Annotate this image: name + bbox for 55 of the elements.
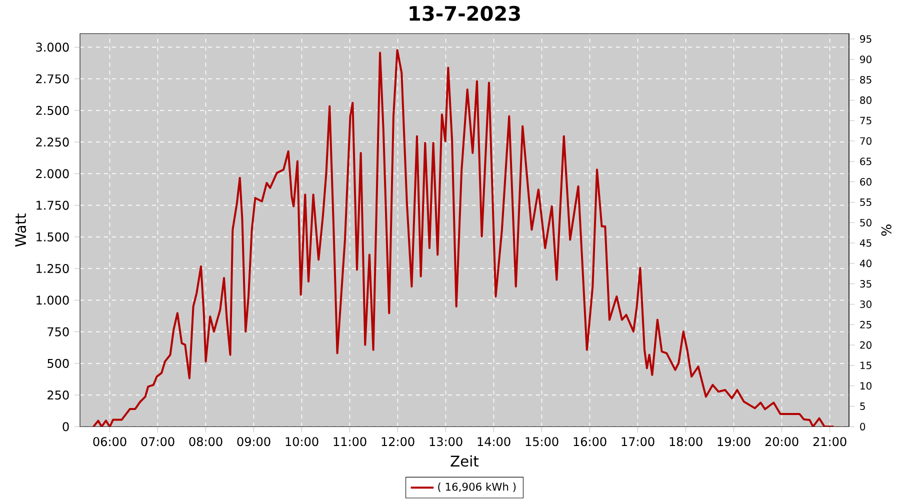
y2-tick-label: 75 — [860, 116, 872, 124]
y2-tick-label: 30 — [860, 300, 872, 308]
y2-tick-label: 70 — [860, 137, 872, 145]
y-tick-label: 500 — [48, 358, 69, 368]
x-tick-label: 18:00 — [670, 437, 702, 446]
y2-tick-label: 10 — [860, 382, 872, 390]
line-series — [92, 49, 835, 427]
x-tick-label: 12:00 — [382, 437, 414, 446]
x-tick-label: 07:00 — [141, 437, 174, 446]
x-axis-title: Zeit — [450, 455, 479, 467]
y2-axis-title: % — [881, 224, 892, 236]
y2-tick-label: 20 — [860, 341, 872, 349]
x-tick-label: 14:00 — [478, 437, 510, 446]
y2-tick-label: 50 — [860, 218, 872, 226]
y-tick-label: 1.250 — [36, 264, 69, 274]
x-tick-label: 17:00 — [622, 437, 654, 446]
y2-tick-label: 65 — [860, 158, 872, 166]
y2-tick-label: 55 — [860, 198, 872, 206]
y-tick-label: 2.000 — [36, 169, 69, 178]
y2-tick-label: 60 — [860, 178, 872, 186]
y2-tick-label: 45 — [860, 239, 872, 247]
x-tick-label: 13:00 — [430, 437, 462, 446]
y2-tick-label: 40 — [860, 260, 872, 268]
y-tick-label: 2.750 — [36, 74, 69, 84]
y2-tick-label: 0 — [860, 422, 866, 430]
y2-tick-label: 95 — [860, 35, 872, 43]
y2-tick-label: 15 — [860, 362, 872, 370]
y2-tick-label: 90 — [860, 56, 872, 64]
y-tick-label: 2.500 — [36, 106, 69, 115]
y-tick-label: 1.500 — [36, 232, 69, 242]
y2-tick-label: 5 — [860, 402, 865, 410]
y-tick-label: 2.250 — [36, 138, 69, 147]
y-tick-label: 250 — [48, 390, 69, 400]
x-tick-label: 06:00 — [93, 437, 126, 446]
chart-title: 13-7-2023 — [410, 6, 520, 21]
x-tick-label: 20:00 — [765, 437, 798, 446]
y2-tick-label: 85 — [860, 76, 872, 84]
x-tick-label: 10:00 — [286, 437, 318, 446]
y2-tick-label: 80 — [860, 96, 872, 104]
x-tick-label: 19:00 — [718, 437, 750, 446]
x-tick-label: 16:00 — [574, 437, 606, 446]
y-tick-label: 1.750 — [36, 200, 69, 210]
y2-tick-label: 25 — [860, 320, 872, 328]
x-tick-label: 11:00 — [334, 437, 366, 446]
x-tick-label: 15:00 — [526, 437, 558, 446]
y-axis-title: Watt — [15, 213, 26, 247]
legend-label: ( 16,906 kWh ) — [438, 482, 516, 492]
y2-tick-label: 35 — [860, 280, 872, 288]
y-tick-label: 750 — [48, 327, 69, 336]
y-tick-label: 1.000 — [36, 296, 69, 305]
x-tick-label: 09:00 — [237, 437, 270, 446]
y-tick-label: 3.000 — [36, 42, 69, 52]
x-tick-label: 08:00 — [189, 437, 222, 446]
y-tick-label: 0 — [62, 422, 69, 432]
x-tick-label: 21:00 — [813, 437, 846, 446]
